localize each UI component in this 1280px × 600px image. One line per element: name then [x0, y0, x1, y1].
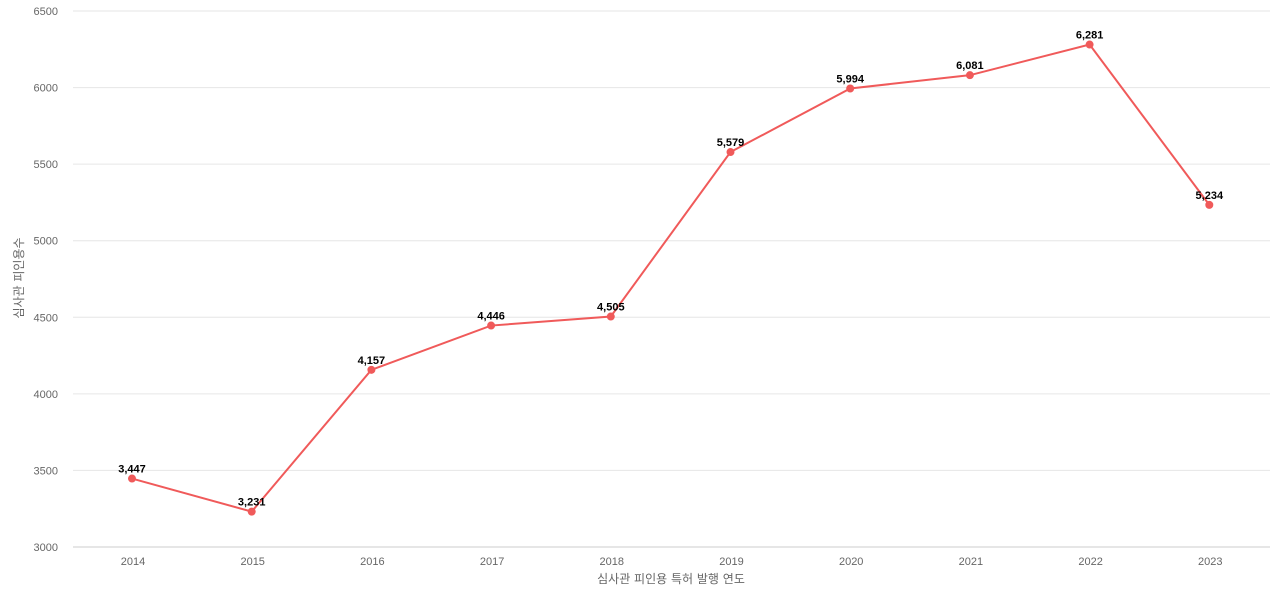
data-point[interactable]: [128, 474, 136, 483]
y-tick-label: 4500: [34, 312, 58, 324]
data-point[interactable]: [247, 507, 256, 516]
x-tick-label: 2016: [360, 556, 384, 568]
x-tick-label: 2015: [240, 556, 264, 568]
data-label: 3,231: [238, 497, 266, 509]
y-tick-label: 5000: [34, 236, 58, 248]
data-label: 5,579: [717, 137, 745, 149]
data-point[interactable]: [487, 321, 496, 330]
x-tick-label: 2020: [839, 556, 863, 568]
data-point[interactable]: [965, 71, 974, 80]
x-tick-label: 2019: [719, 556, 743, 568]
y-tick-label: 6500: [34, 6, 58, 18]
data-label: 5,994: [836, 73, 864, 85]
x-tick-label: 2014: [121, 556, 145, 568]
grid-lines: [73, 10, 1270, 548]
series-layer: [131, 43, 1211, 513]
data-point[interactable]: [606, 312, 615, 321]
y-tick-label: 3000: [34, 542, 58, 554]
x-tick-label: 2021: [959, 556, 983, 568]
x-tick-labels: 2014 2015 2016 2017 2018 2019 2020 2021 2022 2023: [121, 556, 1223, 568]
data-label: 3,447: [118, 464, 146, 476]
y-tick-labels: 3000 3500 4000 4500 5000 5500 6000 6500: [34, 6, 58, 554]
data-label: 4,446: [477, 311, 505, 323]
data-points: [128, 40, 1214, 516]
series-line: [131, 43, 1211, 513]
data-point[interactable]: [1205, 200, 1214, 209]
data-label: 4,505: [597, 302, 625, 314]
data-label: 4,157: [358, 355, 386, 367]
data-point[interactable]: [367, 365, 376, 374]
data-labels: 3,447 3,231 4,157 4,446 4,505 5,579 5,994 6,081…: [118, 30, 1224, 509]
data-label: 6,081: [956, 60, 984, 72]
x-tick-label: 2018: [600, 556, 624, 568]
x-axis-title: 심사관 피인용 특허 발행 연도: [597, 571, 745, 586]
x-tick-label: 2017: [480, 556, 504, 568]
x-tick-label: 2022: [1078, 556, 1102, 568]
y-tick-label: 3500: [34, 465, 58, 477]
y-tick-label: 6000: [34, 83, 58, 95]
y-tick-label: 5500: [34, 159, 58, 171]
data-label: 5,234: [1196, 190, 1224, 202]
data-point[interactable]: [726, 148, 735, 157]
y-tick-label: 4000: [34, 389, 58, 401]
x-tick-label: 2023: [1198, 556, 1222, 568]
data-point[interactable]: [1085, 40, 1094, 49]
y-axis-title: 심사관 피인용수: [12, 237, 26, 318]
data-label: 6,281: [1076, 30, 1104, 42]
data-point[interactable]: [846, 84, 855, 93]
